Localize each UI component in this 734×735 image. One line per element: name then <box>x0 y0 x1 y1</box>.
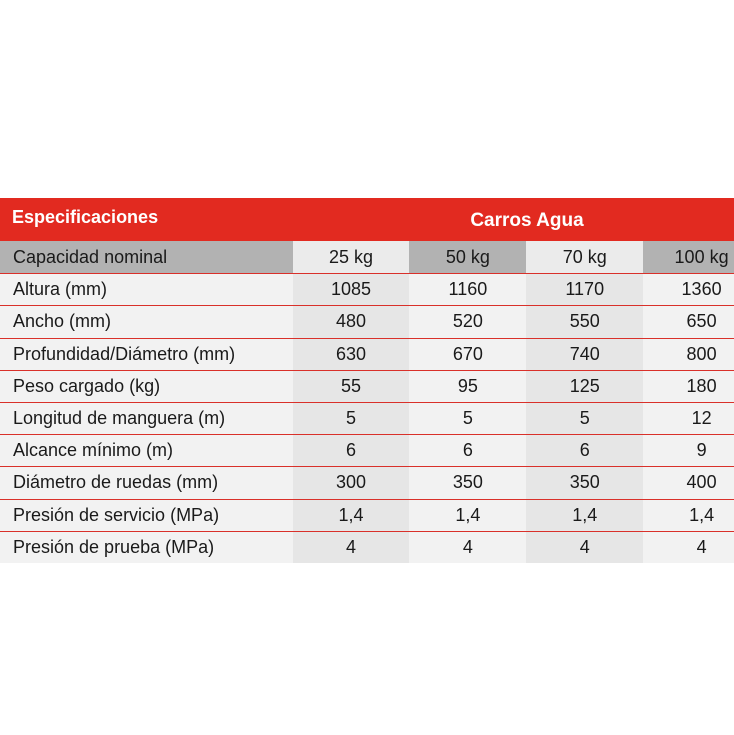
table-row: Presión de prueba (MPa) 4 4 4 4 <box>0 530 734 563</box>
row-label: Longitud de manguera (m) <box>0 402 293 435</box>
value-cell: 1,4 <box>643 499 734 531</box>
value-cell: 650 <box>643 306 734 338</box>
value-cell: 95 <box>409 370 527 402</box>
table-row: Diámetro de ruedas (mm) 300 350 350 400 <box>0 466 734 499</box>
capacity-cell: 100 kg <box>643 241 734 274</box>
table-header: Especificaciones Carros Agua <box>0 198 734 241</box>
specifications-table: Especificaciones Carros Agua Capacidad n… <box>0 198 734 563</box>
row-label: Profundidad/Diámetro (mm) <box>0 338 293 370</box>
capacity-cell: 50 kg <box>409 241 527 274</box>
table-row: Altura (mm) 1085 1160 1170 1360 <box>0 273 734 306</box>
table-row: Peso cargado (kg) 55 95 125 180 <box>0 369 734 402</box>
value-cell: 9 <box>643 435 734 467</box>
row-label: Ancho (mm) <box>0 306 293 338</box>
value-cell: 4 <box>526 531 644 563</box>
row-label: Presión de servicio (MPa) <box>0 499 293 531</box>
table-row: Alcance mínimo (m) 6 6 6 9 <box>0 434 734 467</box>
row-label: Alcance mínimo (m) <box>0 435 293 467</box>
value-cell: 1170 <box>526 274 644 306</box>
value-cell: 6 <box>409 435 527 467</box>
value-cell: 5 <box>292 402 410 435</box>
value-cell: 1,4 <box>292 499 410 531</box>
table-row: Profundidad/Diámetro (mm) 630 670 740 800 <box>0 337 734 370</box>
table-row: Longitud de manguera (m) 5 5 5 12 <box>0 401 734 435</box>
row-label: Capacidad nominal <box>0 241 293 274</box>
value-cell: 4 <box>409 531 527 563</box>
capacity-cell: 25 kg <box>292 241 410 274</box>
value-cell: 1085 <box>292 274 410 306</box>
table-row: Presión de servicio (MPa) 1,4 1,4 1,4 1,4 <box>0 498 734 531</box>
value-cell: 5 <box>526 402 644 435</box>
value-cell: 1160 <box>409 274 527 306</box>
value-cell: 1,4 <box>526 499 644 531</box>
value-cell: 350 <box>526 467 644 499</box>
value-cell: 480 <box>292 306 410 338</box>
value-cell: 4 <box>643 531 734 563</box>
table-row: Ancho (mm) 480 520 550 650 <box>0 305 734 338</box>
value-cell: 125 <box>526 370 644 402</box>
header-group: Carros Agua <box>470 210 584 231</box>
value-cell: 550 <box>526 306 644 338</box>
row-label: Peso cargado (kg) <box>0 370 293 402</box>
value-cell: 350 <box>409 467 527 499</box>
value-cell: 1360 <box>643 274 734 306</box>
value-cell: 180 <box>643 370 734 402</box>
header-title: Especificaciones <box>12 207 159 227</box>
value-cell: 55 <box>292 370 410 402</box>
capacity-row: Capacidad nominal 25 kg 50 kg 70 kg 100 … <box>0 241 734 274</box>
value-cell: 6 <box>292 435 410 467</box>
value-cell: 800 <box>643 338 734 370</box>
row-label: Altura (mm) <box>0 274 293 306</box>
value-cell: 630 <box>292 338 410 370</box>
value-cell: 400 <box>643 467 734 499</box>
value-cell: 740 <box>526 338 644 370</box>
value-cell: 520 <box>409 306 527 338</box>
capacity-cell: 70 kg <box>526 241 644 274</box>
row-label: Diámetro de ruedas (mm) <box>0 467 293 499</box>
value-cell: 670 <box>409 338 527 370</box>
value-cell: 6 <box>526 435 644 467</box>
value-cell: 5 <box>409 402 527 435</box>
value-cell: 300 <box>292 467 410 499</box>
value-cell: 12 <box>643 402 734 435</box>
row-label: Presión de prueba (MPa) <box>0 531 293 563</box>
value-cell: 1,4 <box>409 499 527 531</box>
value-cell: 4 <box>292 531 410 563</box>
